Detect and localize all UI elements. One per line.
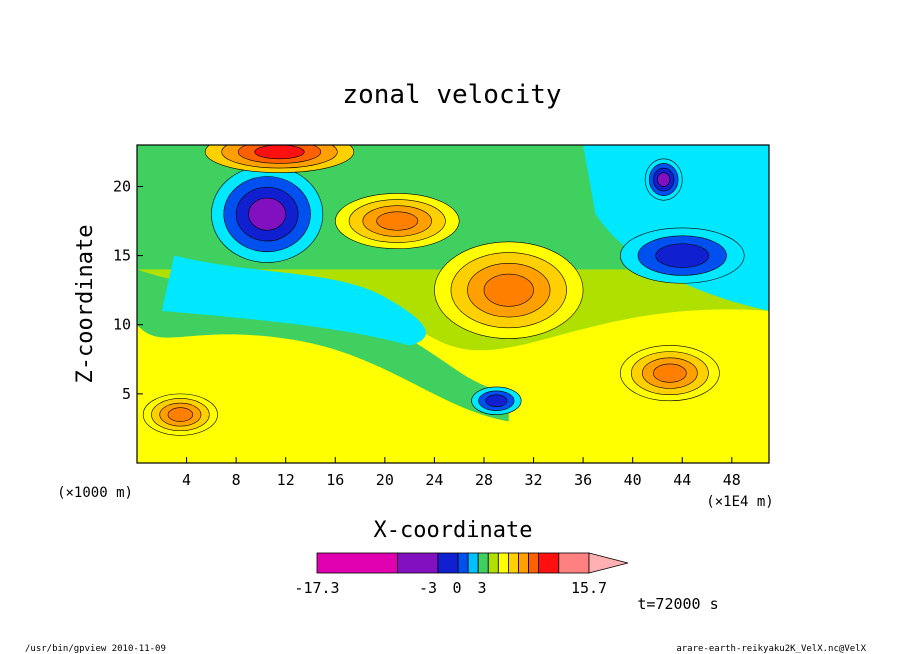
colorbar-extend-arrow — [588, 552, 629, 574]
colorbar-segment — [508, 552, 519, 574]
x-tick-label: 48 — [723, 471, 741, 489]
x-tick-label: 12 — [277, 471, 295, 489]
x-tick-label: 40 — [624, 471, 642, 489]
colorbar-mid-label: -3 — [419, 579, 437, 597]
colorbar-segment — [316, 552, 398, 574]
x-tick-label: 36 — [574, 471, 592, 489]
x-axis: 4 8 12 16 20 24 28 32 36 40 44 48 — [182, 457, 741, 489]
x-tick-label: 28 — [475, 471, 493, 489]
plot-frame — [136, 144, 770, 464]
x-tick-label: 16 — [326, 471, 344, 489]
contour-level — [376, 211, 419, 231]
colorbar-mid-labels: -3 0 3 — [419, 579, 487, 597]
colorbar-segment — [528, 552, 540, 574]
colorbar-segment — [467, 552, 479, 574]
contour-level — [655, 243, 710, 268]
band-cyan — [161, 255, 426, 346]
contour-level — [167, 407, 194, 422]
y-tick-label: 10 — [113, 316, 131, 334]
footer-right: arare-earth-reikyaku2K_VelX.nc@VelX — [676, 644, 866, 654]
time-label: t=72000 s — [637, 595, 718, 613]
colorbar-mid-label: 0 — [452, 579, 461, 597]
x-tick-label: 8 — [232, 471, 241, 489]
colorbar-segment — [558, 552, 590, 574]
x-scale-note: (×1E4 m) — [706, 494, 773, 510]
chart-title: zonal velocity — [342, 80, 561, 110]
colorbar-max-label: 15.7 — [571, 579, 607, 597]
velocity-field — [137, 145, 769, 463]
y-scale-note: (×1000 m) — [57, 485, 133, 501]
y-axis-label: Z-coordinate — [73, 225, 98, 384]
y-tick-label: 20 — [113, 177, 131, 195]
colorbar-segment — [477, 552, 489, 574]
x-tick-label: 44 — [673, 471, 691, 489]
x-tick-label: 24 — [425, 471, 443, 489]
x-tick-label: 20 — [376, 471, 394, 489]
y-axis: 5 10 15 20 — [113, 177, 143, 403]
x-tick-label: 32 — [525, 471, 543, 489]
y-tick-label: 5 — [122, 385, 131, 403]
colorbar-segment — [457, 552, 469, 574]
contour-level — [653, 363, 687, 383]
footer-left: /usr/bin/gpview 2010-11-09 — [25, 644, 166, 654]
colorbar-segment — [538, 552, 560, 574]
colorbar-mid-label: 3 — [477, 579, 486, 597]
x-axis-label: X-coordinate — [374, 518, 533, 543]
colorbar — [316, 552, 629, 574]
y-tick-label: 15 — [113, 247, 131, 265]
plot-area — [137, 145, 769, 463]
colorbar-segment — [487, 552, 499, 574]
contour-level — [485, 394, 508, 408]
contour-level — [248, 197, 287, 231]
contour-level — [254, 145, 305, 160]
contour-level — [483, 273, 534, 307]
colorbar-segment — [437, 552, 459, 574]
colorbar-segment — [518, 552, 529, 574]
colorbar-segment — [497, 552, 509, 574]
x-tick-label: 4 — [182, 471, 191, 489]
colorbar-min-label: -17.3 — [294, 579, 339, 597]
colorbar-segment — [397, 552, 439, 574]
contour-level — [657, 172, 671, 187]
